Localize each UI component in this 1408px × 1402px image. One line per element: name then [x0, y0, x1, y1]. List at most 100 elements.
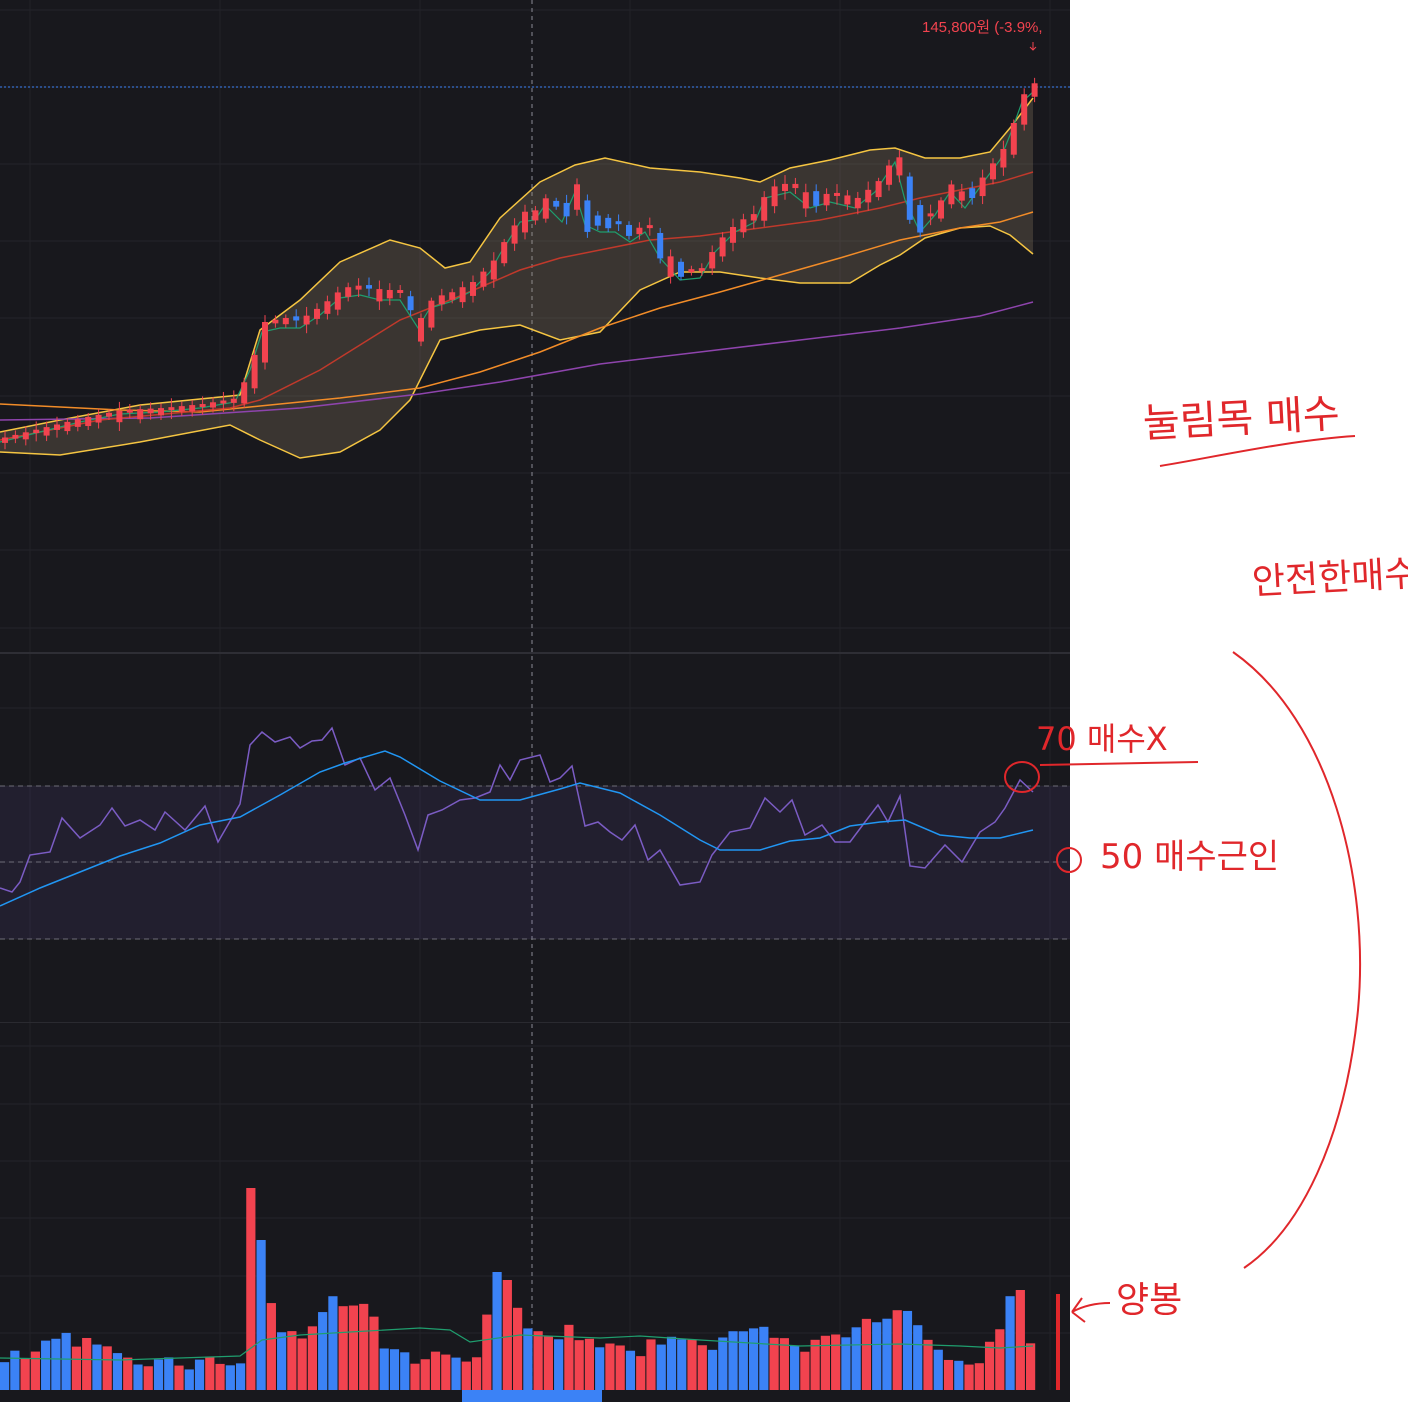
volume-bar: [851, 1327, 861, 1390]
candle-body: [251, 354, 258, 389]
volume-bar: [769, 1337, 779, 1390]
volume-bar: [492, 1272, 502, 1390]
volume-bar: [728, 1331, 738, 1390]
candle-body: [54, 424, 60, 430]
volume-bar: [287, 1331, 297, 1390]
candle-body: [418, 318, 424, 342]
candle-body: [126, 409, 133, 413]
volume-bar: [235, 1363, 246, 1390]
candle-body: [241, 382, 248, 404]
candle-body: [230, 398, 237, 403]
volume-bar: [984, 1341, 995, 1390]
volume-bar: [615, 1345, 625, 1390]
candle-body: [792, 183, 799, 189]
volume-bar: [964, 1364, 974, 1390]
candle-body: [615, 221, 622, 225]
candle-body: [886, 165, 892, 185]
candle-body: [875, 181, 882, 198]
candle-body: [189, 405, 196, 412]
bollinger-lower: [0, 225, 1034, 459]
candle-body: [854, 197, 861, 209]
volume-bar: [338, 1306, 348, 1390]
candle-body: [740, 219, 747, 233]
candle-body: [646, 225, 653, 229]
volume-bar: [759, 1326, 769, 1390]
volume-bar: [143, 1366, 153, 1390]
candle-body: [449, 292, 456, 300]
candle-body: [834, 192, 840, 196]
candle-body: [355, 285, 362, 290]
volume-bar: [410, 1363, 420, 1390]
volume-bar: [902, 1310, 913, 1390]
candle-body: [386, 290, 393, 299]
volume-bar: [174, 1365, 184, 1390]
volume-bar: [523, 1328, 533, 1390]
volume-bar: [800, 1351, 810, 1390]
volume-bar: [0, 1362, 10, 1390]
candle-body: [511, 225, 518, 244]
volume-bar: [123, 1357, 133, 1390]
volume-bar: [482, 1314, 492, 1390]
candle-body: [428, 300, 435, 328]
volume-bar: [30, 1351, 40, 1390]
volume-bar: [153, 1359, 164, 1390]
volume-bar: [194, 1359, 205, 1390]
ma20-line: [0, 171, 1034, 441]
volume-bar: [266, 1303, 276, 1390]
volume-bar: [92, 1344, 102, 1390]
volume-bar: [215, 1363, 225, 1390]
candle-body: [823, 193, 830, 206]
candle-body: [865, 189, 872, 203]
volume-bar: [513, 1307, 523, 1390]
candle-body: [802, 192, 809, 209]
candle-body: [345, 287, 352, 297]
volume-bar: [646, 1339, 656, 1390]
candle-body: [730, 227, 736, 243]
candle-body: [761, 197, 768, 221]
candle-body: [771, 186, 778, 207]
candle-body: [314, 308, 320, 319]
volume-bar: [133, 1364, 143, 1390]
volume-bar: [697, 1345, 707, 1390]
candle-body: [990, 163, 996, 180]
candle-body: [293, 316, 300, 321]
candle-body: [1000, 149, 1007, 168]
volume-bar: [359, 1303, 369, 1390]
candle-body: [813, 191, 820, 206]
candle-body: [594, 215, 601, 226]
volume-bar: [605, 1343, 615, 1390]
ma120-line: [0, 301, 1034, 421]
volume-bar: [1005, 1296, 1015, 1390]
candle-body: [74, 419, 81, 427]
volume-bar: [954, 1360, 964, 1390]
volume-bar: [400, 1352, 410, 1390]
volume-bar: [471, 1357, 482, 1390]
volume-ma-line: [0, 1327, 1034, 1361]
candle-body: [490, 260, 497, 280]
candle-body: [636, 227, 643, 235]
candle-body: [116, 410, 123, 423]
volume-bar: [584, 1338, 595, 1390]
timeline-scroll-handle[interactable]: [462, 1390, 602, 1402]
volume-bar: [102, 1346, 112, 1390]
volume-bar: [923, 1339, 933, 1390]
candle-body: [85, 416, 92, 427]
volume-bar: [882, 1318, 892, 1390]
chart-panel[interactable]: 145,800원 (-3.9%,: [0, 0, 1070, 1402]
candle-body: [178, 406, 185, 412]
volume-bar: [625, 1350, 636, 1390]
volume-bar: [379, 1348, 389, 1390]
candle-body: [303, 315, 310, 325]
volume-bar: [430, 1351, 441, 1390]
candle-body: [1021, 94, 1028, 125]
candle-body: [43, 427, 50, 436]
candle-body: [272, 319, 279, 324]
volume-bar: [995, 1329, 1005, 1390]
annotation-panel: [1070, 0, 1408, 1402]
rsi-line: [0, 726, 1034, 893]
candle-body: [782, 183, 788, 192]
volume-bar: [20, 1358, 30, 1390]
stock-chart[interactable]: [0, 0, 1070, 1402]
candle-body: [366, 285, 372, 289]
volume-bar: [318, 1312, 328, 1390]
